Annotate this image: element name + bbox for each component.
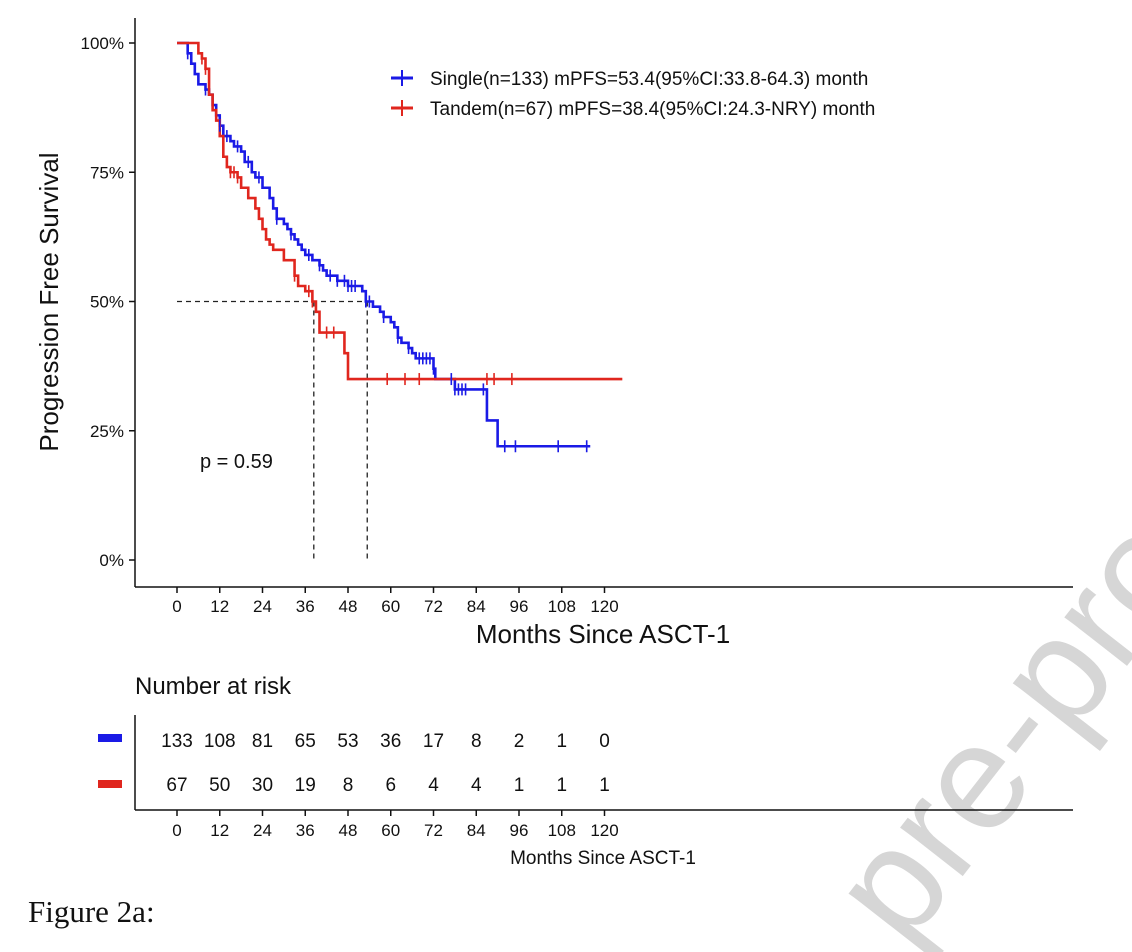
legend-label-tandem: Tandem(n=67) mPFS=38.4(95%CI:24.3-NRY) m… <box>430 99 875 120</box>
x-tick-label: 36 <box>296 597 315 616</box>
risk-x-tick-label: 120 <box>590 821 618 840</box>
risk-x-tick-label: 96 <box>510 821 529 840</box>
risk-count-single: 8 <box>471 731 482 752</box>
risk-count-tandem: 19 <box>295 775 316 796</box>
x-tick-label: 72 <box>424 597 443 616</box>
risk-count-tandem: 67 <box>166 775 187 796</box>
risk-count-single: 1 <box>556 731 567 752</box>
km-plot: 0%25%50%75%100% 0 12 24 36 48 60 72 84 96 108 120 … <box>34 18 1073 649</box>
risk-row-swatch-tandem <box>98 780 122 788</box>
x-tick-label: 120 <box>590 597 618 616</box>
y-axis-label: Progression Free Survival <box>34 152 64 451</box>
risk-count-single: 133 <box>161 731 193 752</box>
risk-x-tick-label: 48 <box>339 821 358 840</box>
y-tick-label: 75% <box>90 163 124 182</box>
risk-count-single: 53 <box>337 731 358 752</box>
risk-count-tandem: 8 <box>343 775 354 796</box>
y-tick-label: 50% <box>90 293 124 312</box>
risk-table-cells: 133 108 81 65 53 36 17 8 2 1 0 67 50 30 19 8 6 4 4 1 1 1 <box>161 731 610 796</box>
x-tick-label: 0 <box>172 597 181 616</box>
watermark-text: pre-proof <box>798 386 1132 952</box>
x-axis-ticks: 0 12 24 36 48 60 72 84 96 108 120 <box>172 587 619 616</box>
risk-table-title: Number at risk <box>135 673 292 700</box>
risk-x-tick-label: 36 <box>296 821 315 840</box>
risk-x-tick-label: 60 <box>381 821 400 840</box>
risk-count-tandem: 30 <box>252 775 273 796</box>
x-tick-label: 84 <box>467 597 486 616</box>
risk-x-tick-label: 72 <box>424 821 443 840</box>
x-tick-label: 12 <box>210 597 229 616</box>
risk-x-tick-label: 0 <box>172 821 181 840</box>
legend-label-single: Single(n=133) mPFS=53.4(95%CI:33.8-64.3)… <box>430 69 868 90</box>
x-tick-label: 60 <box>381 597 400 616</box>
risk-count-tandem: 4 <box>428 775 439 796</box>
risk-count-tandem: 1 <box>514 775 525 796</box>
risk-x-tick-label: 84 <box>467 821 486 840</box>
censor-marks <box>186 47 588 453</box>
risk-count-tandem: 50 <box>209 775 230 796</box>
risk-count-single: 65 <box>295 731 316 752</box>
risk-x-tick-label: 108 <box>548 821 576 840</box>
risk-count-tandem: 6 <box>385 775 396 796</box>
risk-count-single: 36 <box>380 731 401 752</box>
x-tick-label: 48 <box>339 597 358 616</box>
y-axis-ticks: 0% 25% 50% 75% 100% <box>81 34 135 570</box>
y-tick-label: 100% <box>81 34 124 53</box>
risk-table-x-ticks: 0 12 24 36 48 60 72 84 96 108 120 <box>172 810 619 840</box>
risk-count-single: 81 <box>252 731 273 752</box>
figure-caption: Figure 2a: <box>28 894 155 929</box>
risk-table-x-label: Months Since ASCT-1 <box>510 848 696 869</box>
risk-count-single: 2 <box>514 731 525 752</box>
risk-count-tandem: 4 <box>471 775 482 796</box>
risk-count-tandem: 1 <box>599 775 610 796</box>
risk-x-tick-label: 24 <box>253 821 272 840</box>
x-tick-label: 96 <box>510 597 529 616</box>
curve-tandem <box>177 41 623 381</box>
risk-x-tick-label: 12 <box>210 821 229 840</box>
risk-row-swatch-single <box>98 734 122 742</box>
risk-count-tandem: 1 <box>556 775 567 796</box>
y-tick-label: 0% <box>99 551 124 570</box>
y-tick-label: 25% <box>90 422 124 441</box>
x-axis-label: Months Since ASCT-1 <box>476 619 730 649</box>
p-value-annotation: p = 0.59 <box>200 451 273 473</box>
risk-table: Number at risk 133 108 81 65 53 36 17 8 2 1 067 50 3… <box>98 673 1073 869</box>
risk-count-single: 108 <box>204 731 236 752</box>
risk-count-single: 0 <box>599 731 610 752</box>
risk-count-single: 17 <box>423 731 444 752</box>
x-tick-label: 24 <box>253 597 272 616</box>
median-reference-lines <box>177 300 368 560</box>
legend: Single(n=133) mPFS=53.4(95%CI:33.8-64.3)… <box>391 69 875 120</box>
x-tick-label: 108 <box>548 597 576 616</box>
